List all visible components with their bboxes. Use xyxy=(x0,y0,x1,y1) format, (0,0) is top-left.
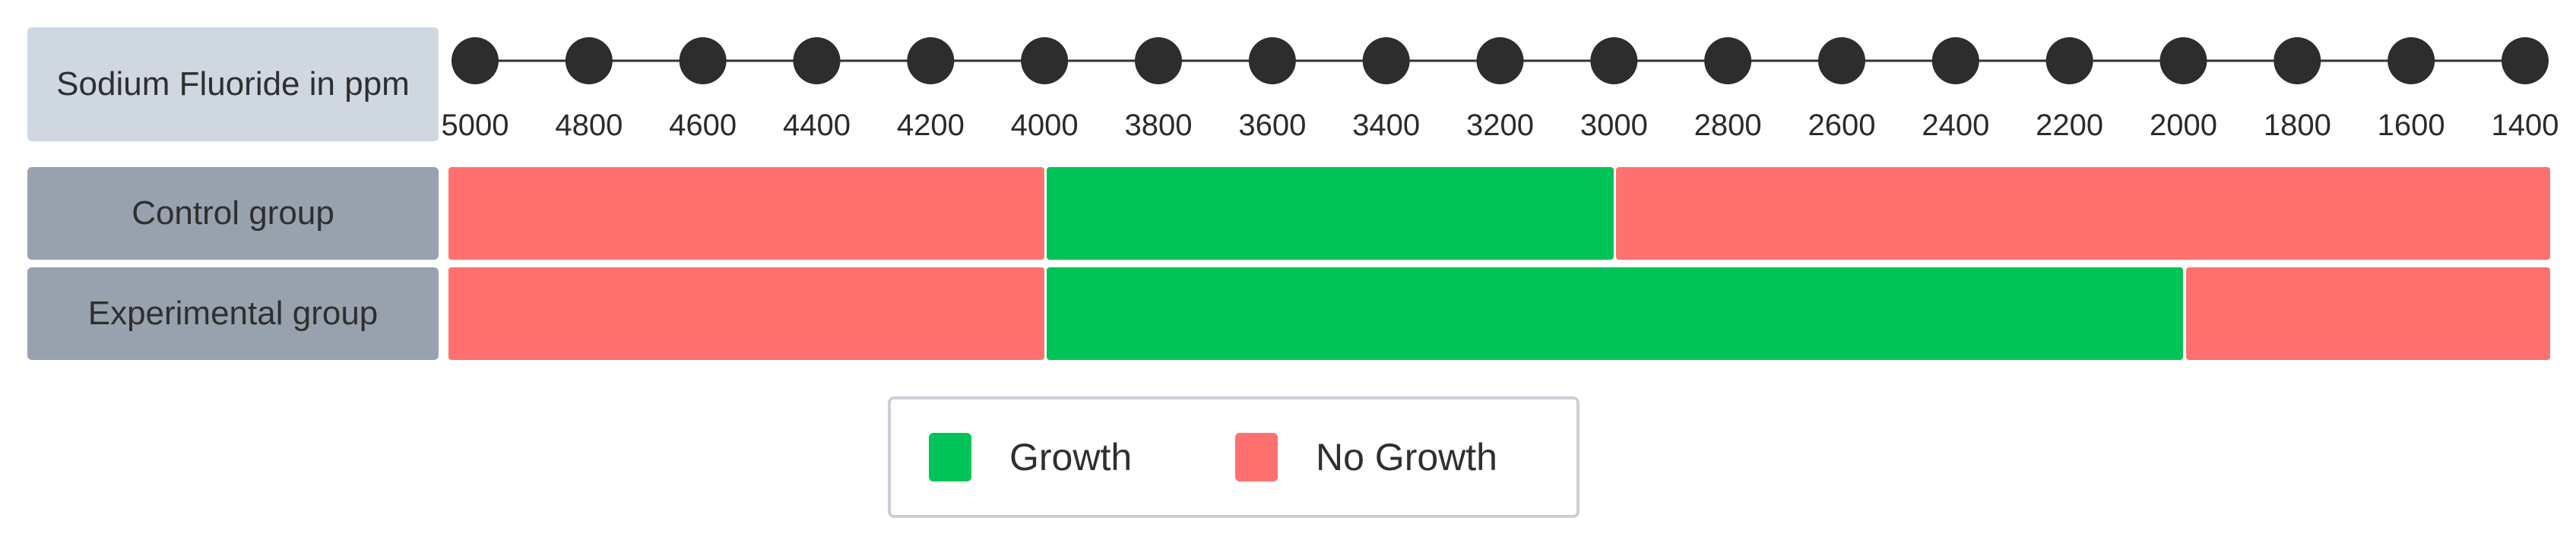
axis-tick-label: 1600 xyxy=(2378,109,2445,142)
axis-tick-label: 2600 xyxy=(1808,109,1876,142)
axis-node xyxy=(1362,37,1410,84)
axis-node xyxy=(907,37,955,84)
axis-tick-label: 1400 xyxy=(2492,109,2559,142)
legend-no-growth-label: No Growth xyxy=(1316,436,1497,478)
axis-node xyxy=(1476,37,1524,84)
control-group-bar xyxy=(448,167,2550,260)
axis-tick-label: 3000 xyxy=(1580,109,1648,142)
axis-tick-label: 3400 xyxy=(1352,109,1420,142)
axis-node xyxy=(1931,37,1979,84)
axis-tick-label: 1800 xyxy=(2264,109,2331,142)
legend-growth-label: Growth xyxy=(1009,436,1133,478)
growth-segment xyxy=(1047,167,1614,260)
axis-node xyxy=(565,37,613,84)
axis-node xyxy=(1021,37,1069,84)
legend-item-growth: Growth xyxy=(929,399,1132,515)
axis-tick-label: 4000 xyxy=(1011,109,1079,142)
concentration-axis: 5000 4800 4600 4400 4200 4000 3800 3600 3400 3200… xyxy=(442,37,2559,142)
axis-node xyxy=(1590,37,1638,84)
axis-tick-label: 2200 xyxy=(2036,109,2103,142)
no-growth-segment xyxy=(448,267,1045,360)
axis-node xyxy=(2273,37,2321,84)
axis-tick-label: 3800 xyxy=(1125,109,1193,142)
legend-item-no-growth: No Growth xyxy=(1235,399,1497,515)
axis-tick-label: 2800 xyxy=(1694,109,1762,142)
axis-label: Sodium Fluoride in ppm xyxy=(27,27,439,141)
axis-tick-label: 3200 xyxy=(1466,109,1534,142)
legend: Growth No Growth xyxy=(888,396,1580,518)
axis-tick-label: 4400 xyxy=(783,109,851,142)
axis-tick-label: 2400 xyxy=(1922,109,1989,142)
control-group-label-text: Control group xyxy=(131,194,334,232)
axis-node xyxy=(2387,37,2435,84)
axis-node xyxy=(2159,37,2207,84)
experimental-group-label-text: Experimental group xyxy=(87,295,379,332)
axis-tick-label: 4800 xyxy=(555,109,623,142)
axis-node xyxy=(452,37,499,84)
no-growth-segment xyxy=(448,167,1045,260)
experimental-group-label: Experimental group xyxy=(27,267,439,360)
experimental-group-bar xyxy=(448,267,2550,360)
axis-label-text: Sodium Fluoride in ppm xyxy=(56,65,410,103)
axis-tick-label: 3600 xyxy=(1238,109,1306,142)
axis-node xyxy=(793,37,841,84)
axis-node xyxy=(1818,37,1865,84)
no-growth-swatch xyxy=(1235,433,1278,481)
axis-node xyxy=(1248,37,1296,84)
growth-segment xyxy=(1047,267,2184,360)
no-growth-segment xyxy=(1616,167,2550,260)
control-group-label: Control group xyxy=(27,167,439,260)
axis-node xyxy=(1135,37,1182,84)
axis-tick-label: 2000 xyxy=(2150,109,2217,142)
growth-swatch xyxy=(929,433,971,481)
axis-tick-label: 4200 xyxy=(897,109,965,142)
axis-node xyxy=(1704,37,1752,84)
no-growth-segment xyxy=(2185,267,2550,360)
axis-node xyxy=(2045,37,2093,84)
axis-node xyxy=(2502,37,2549,84)
axis-tick-label: 5000 xyxy=(442,109,509,142)
axis-node xyxy=(679,37,727,84)
axis-tick-label: 4600 xyxy=(669,109,737,142)
